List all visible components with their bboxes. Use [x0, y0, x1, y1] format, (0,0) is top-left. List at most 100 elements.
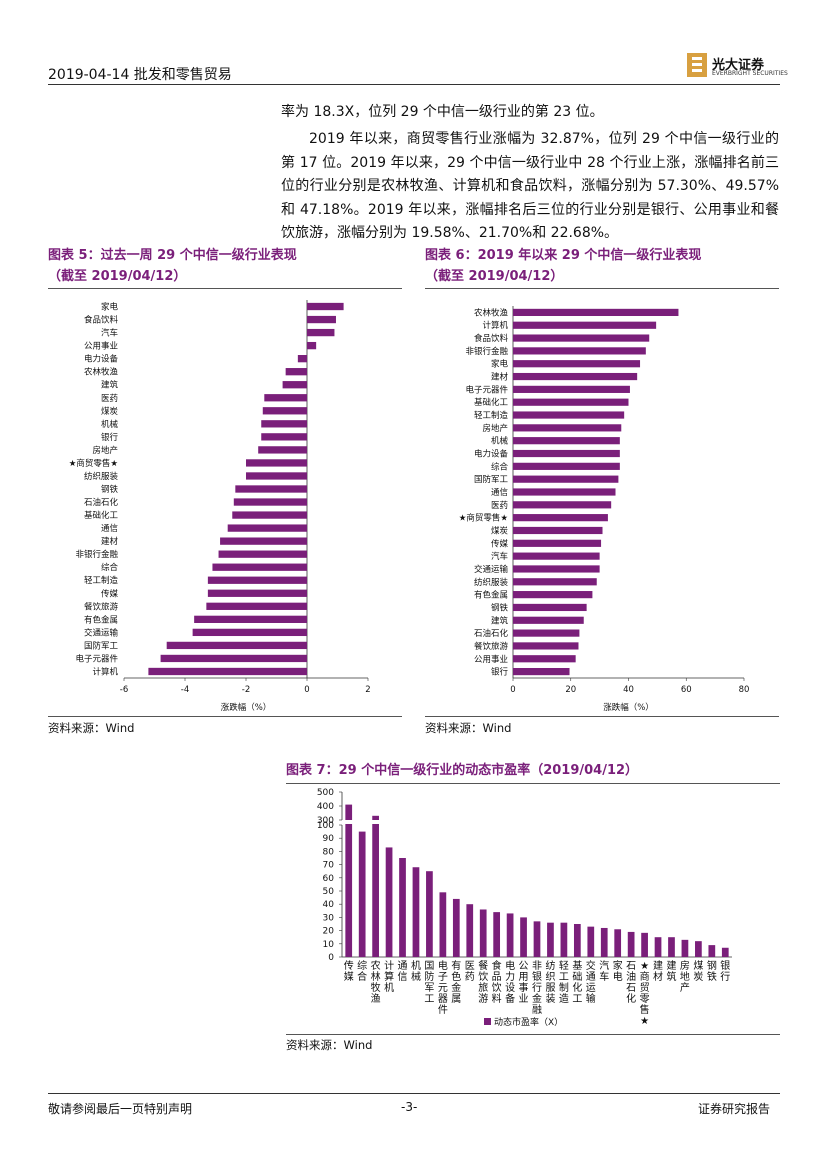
paragraph-1: 率为 18.3X，位列 29 个中信一级行业的第 23 位。 — [281, 104, 604, 120]
fig7-category-label: 非银行金融 — [532, 960, 542, 1016]
fig6-title: 图表 6：2019 年以来 29 个中信一级行业表现 （截至 2019/04/1… — [425, 245, 701, 287]
footer-report-type: 证券研究报告 — [698, 1102, 771, 1116]
fig7-category-label: 国防军工 — [424, 960, 434, 1005]
fig5-bar — [227, 524, 307, 532]
fig5-category-label: ★商贸零售★ — [69, 458, 119, 469]
fig7-category-label: 食品饮料 — [492, 959, 502, 1005]
fig7-category-label: 建材 — [653, 959, 663, 983]
fig5-category-label: 银行 — [101, 432, 119, 443]
fig6-category-label: 银行 — [491, 667, 509, 678]
fig6-bar — [513, 308, 679, 317]
fig6-category-label: 公用事业 — [474, 654, 508, 665]
fig5-x-tick-label: -4 — [181, 685, 189, 695]
fig6-category-label: 家电 — [491, 359, 509, 370]
fig7-bar — [479, 909, 487, 957]
fig7-y-tick-label: 90 — [323, 834, 335, 844]
fig6-bar — [513, 501, 612, 509]
fig6-category-label: 食品饮料 — [474, 333, 509, 344]
fig5-category-label: 轻工制造 — [84, 575, 119, 586]
fig7-category-label: 公用事业 — [519, 961, 529, 1005]
fig5-category-label: 交通运输 — [84, 627, 119, 638]
fig7-bar — [426, 871, 433, 957]
fig5-bar — [235, 485, 307, 493]
fig7-bar — [708, 945, 716, 957]
fig5-bar — [261, 420, 307, 428]
fig6-bar — [513, 475, 619, 483]
fig6-bar — [513, 642, 579, 650]
fig6-bar — [513, 565, 600, 573]
fig6-bar — [513, 347, 646, 355]
fig6-category-label: 建筑 — [491, 615, 509, 626]
fig7-category-label: 汽车 — [599, 959, 609, 983]
fig5-bar — [194, 615, 307, 623]
fig7-source: 资料来源：Wind — [286, 1038, 373, 1052]
fig6-x-tick-label: 60 — [681, 685, 692, 695]
fig5-bar — [232, 511, 307, 519]
fig7-bar — [412, 867, 420, 957]
fig5-category-label: 电力设备 — [84, 354, 119, 365]
fig5-category-label: 家电 — [101, 302, 119, 313]
fig5-bar — [258, 446, 307, 454]
fig7-bar — [385, 847, 393, 957]
fig7-category-label: 传媒 — [344, 960, 354, 983]
fig6-category-label: 电力设备 — [474, 449, 509, 460]
paragraph-2: 2019 年以来，商贸零售行业涨幅为 32.87%，位列 29 个中信一级行业的… — [281, 131, 779, 241]
fig6-x-tick-label: 40 — [623, 685, 634, 695]
fig5-category-label: 综合 — [101, 562, 119, 573]
fig5-bar — [261, 433, 307, 441]
fig6-x-tick-label: 0 — [510, 685, 515, 695]
fig7-category-label: 纺织服装 — [545, 959, 555, 1005]
fig7-category-label: 基础化工 — [572, 959, 582, 1005]
fig6-bar — [513, 360, 641, 368]
fig7-source-divider — [286, 1034, 780, 1035]
fig6-title-divider — [425, 288, 779, 289]
fig6-bar — [513, 334, 650, 342]
fig7-bar — [668, 937, 675, 957]
fig7-category-label: ★商贸零售★ — [640, 961, 650, 1027]
fig6-x-axis-title: 涨跌幅（%） — [603, 702, 654, 713]
fig5-category-label: 有色金属 — [84, 614, 118, 625]
logo-text: 光大证券 — [712, 58, 765, 73]
fig6-category-label: 煤炭 — [491, 525, 509, 536]
fig7-legend-swatch — [484, 1018, 491, 1025]
fig6-bar — [513, 449, 620, 458]
fig5-bar — [246, 459, 307, 467]
fig7-bar — [573, 924, 581, 957]
fig6-bar — [513, 385, 630, 393]
fig5-title-line2: （截至 2019/04/12） — [48, 269, 187, 284]
fig5-x-tick-label: -6 — [120, 685, 128, 695]
fig5-category-label: 基础化工 — [84, 510, 119, 521]
fig7-category-label: 轻工制造 — [559, 959, 569, 1005]
fig7-y-tick-label: 300 — [317, 816, 334, 826]
fig6-category-label: 电子元器件 — [465, 384, 508, 395]
fig7-bar — [506, 913, 514, 957]
fig7-bar — [547, 922, 554, 957]
fig5-bar — [285, 368, 307, 376]
fig6-bar — [513, 321, 657, 329]
fig5-bar — [160, 654, 307, 663]
fig6-category-label: 建材 — [491, 372, 509, 383]
fig6-category-label: 机械 — [491, 436, 509, 447]
fig7-category-label: 有色金属 — [451, 959, 461, 1005]
fig7-category-label: 通信 — [398, 960, 408, 983]
fig7-category-label: 石油石化 — [626, 961, 636, 1005]
fig7-legend-label: 动态市盈率（X） — [494, 1016, 563, 1028]
fig7-bar — [627, 931, 635, 957]
logo-icon — [686, 52, 708, 82]
fig7-y-tick-label: 40 — [323, 900, 335, 910]
fig6-x-tick-label: 20 — [565, 685, 576, 695]
fig6-bar — [513, 578, 597, 586]
fig6-bar — [513, 655, 576, 663]
fig5-title-divider — [48, 288, 402, 289]
fig6-category-label: 钢铁 — [491, 602, 509, 613]
fig5-bar — [307, 302, 344, 311]
fig5-bar — [166, 641, 307, 650]
fig5-category-label: 餐饮旅游 — [84, 601, 119, 612]
fig6-category-label: 石油石化 — [474, 628, 509, 639]
fig7-bar — [560, 922, 568, 957]
fig5-bar — [206, 602, 307, 610]
fig5-category-label: 计算机 — [92, 666, 118, 677]
fig7-category-label: 银行 — [720, 959, 730, 983]
fig5-category-label: 建筑 — [101, 380, 119, 391]
fig7-y-tick-label: 10 — [323, 940, 335, 950]
